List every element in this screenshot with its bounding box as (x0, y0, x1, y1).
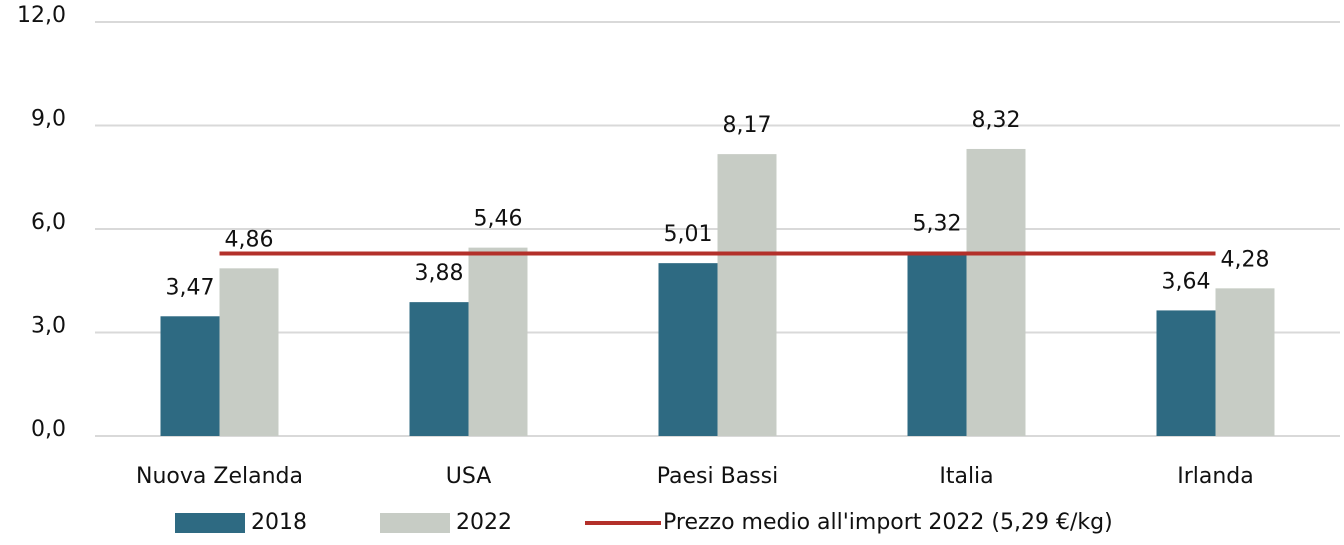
legend-label: 2018 (251, 510, 307, 535)
bar (658, 263, 718, 436)
y-tick-label: 9,0 (31, 107, 66, 132)
x-tick-label: Irlanda (1177, 464, 1254, 489)
y-tick-label: 0,0 (31, 417, 66, 442)
data-label: 8,17 (723, 113, 772, 138)
x-tick-label: Nuova Zelanda (136, 464, 303, 489)
bar (160, 316, 220, 436)
bar (966, 148, 1026, 436)
data-label: 4,86 (225, 227, 274, 252)
y-tick-label: 12,0 (17, 3, 66, 28)
x-tick-label: USA (446, 464, 492, 489)
y-tick-label: 6,0 (31, 210, 66, 235)
data-label: 5,01 (664, 222, 713, 247)
bar (468, 247, 528, 436)
bar (409, 302, 469, 436)
bar (907, 252, 967, 436)
data-label: 5,32 (913, 211, 962, 236)
bar (1156, 310, 1216, 436)
legend-swatch (175, 513, 245, 533)
data-label: 8,32 (972, 108, 1021, 133)
legend-swatch (380, 513, 450, 533)
legend-label: Prezzo medio all'import 2022 (5,29 €/kg) (663, 510, 1113, 535)
y-tick-label: 3,0 (31, 314, 66, 339)
data-label: 3,47 (166, 275, 215, 300)
bar (717, 154, 777, 436)
bar (1215, 288, 1275, 436)
data-label: 3,64 (1162, 269, 1211, 294)
data-label: 4,28 (1221, 247, 1270, 272)
legend-label: 2022 (456, 510, 512, 535)
data-label: 3,88 (415, 261, 464, 286)
data-label: 5,46 (474, 207, 523, 232)
x-tick-label: Paesi Bassi (657, 464, 778, 489)
bar (219, 268, 279, 436)
x-tick-label: Italia (939, 464, 993, 489)
